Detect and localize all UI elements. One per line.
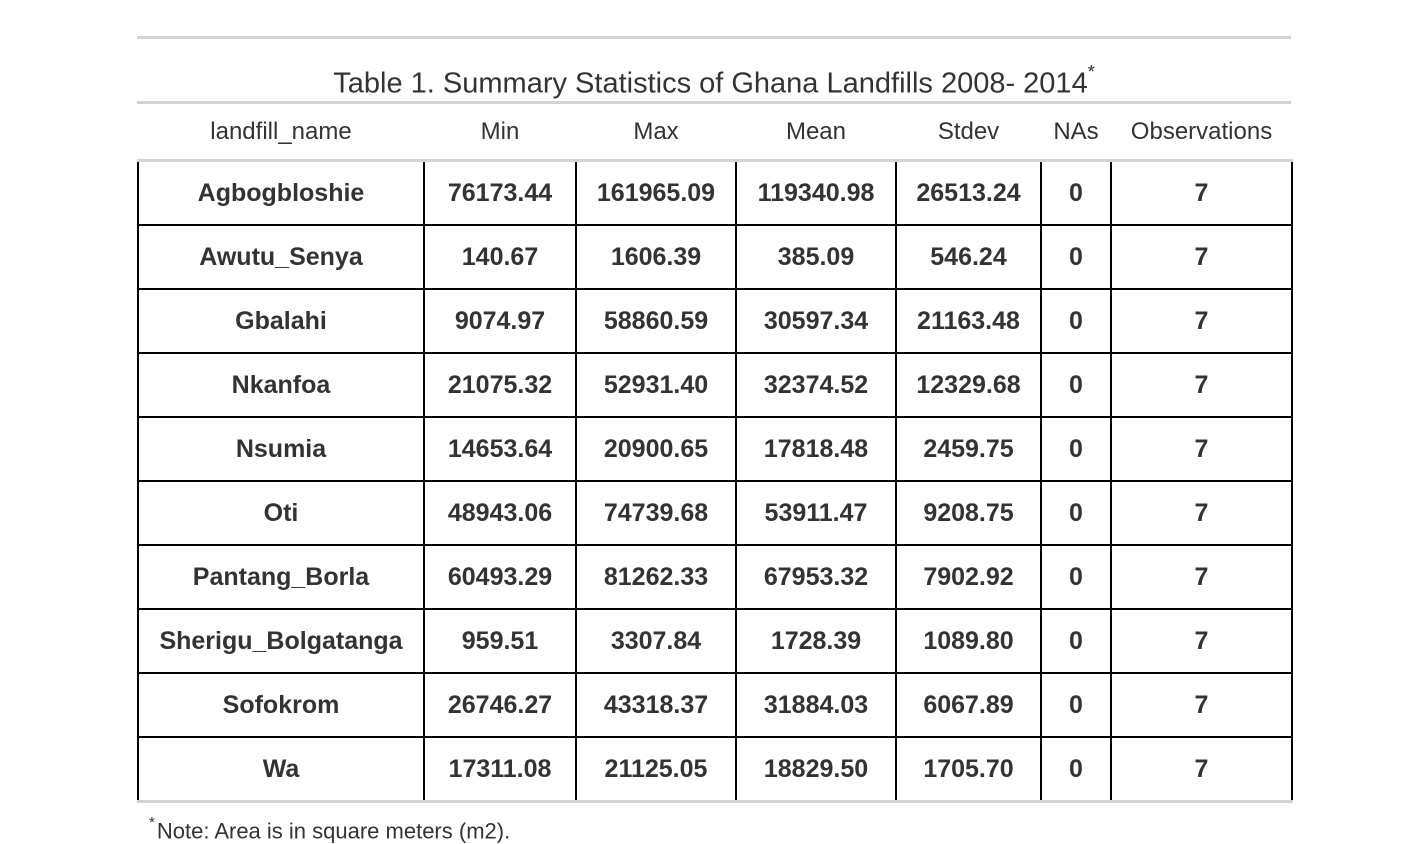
- mean-cell: 30597.34: [735, 288, 897, 354]
- table-row: Sherigu_Bolgatanga 959.51 3307.84 1728.39 10…: [137, 608, 1293, 674]
- summary-table-container: Table 1. Summary Statistics of Ghana Lan…: [137, 36, 1293, 844]
- landfill-name-cell: Nsumia: [137, 416, 425, 482]
- max-cell: 161965.09: [575, 159, 737, 226]
- min-cell: 959.51: [423, 608, 577, 674]
- observations-cell: 7: [1110, 416, 1293, 482]
- mean-cell: 1728.39: [735, 608, 897, 674]
- nas-cell: 0: [1040, 288, 1112, 354]
- mean-cell: 32374.52: [735, 352, 897, 418]
- stdev-cell: 2459.75: [895, 416, 1042, 482]
- observations-cell: 7: [1110, 736, 1293, 803]
- mean-cell: 385.09: [735, 224, 897, 290]
- column-header-observations: Observations: [1111, 104, 1292, 162]
- nas-cell: 0: [1040, 224, 1112, 290]
- max-cell: 3307.84: [575, 608, 737, 674]
- table-row: Nsumia 14653.64 20900.65 17818.48 2459.75 0 7: [137, 416, 1293, 482]
- nas-cell: 0: [1040, 480, 1112, 546]
- table-body: Agbogbloshie 76173.44 161965.09 119340.98 26…: [137, 159, 1293, 803]
- mean-cell: 31884.03: [735, 672, 897, 738]
- nas-cell: 0: [1040, 159, 1112, 226]
- footnote-marker: *: [149, 814, 155, 831]
- table-row: Gbalahi 9074.97 58860.59 30597.34 21163.48 0 7: [137, 288, 1293, 354]
- min-cell: 9074.97: [423, 288, 577, 354]
- mean-cell: 119340.98: [735, 159, 897, 226]
- summary-table: landfill_name Min Max Mean Stdev NAs Obs…: [137, 104, 1293, 803]
- nas-cell: 0: [1040, 736, 1112, 803]
- landfill-name-cell: Pantang_Borla: [137, 544, 425, 610]
- header-row: landfill_name Min Max Mean Stdev NAs Obs…: [138, 104, 1292, 162]
- column-header-max: Max: [576, 104, 736, 162]
- min-cell: 48943.06: [423, 480, 577, 546]
- max-cell: 52931.40: [575, 352, 737, 418]
- observations-cell: 7: [1110, 224, 1293, 290]
- column-header-nas: NAs: [1041, 104, 1111, 162]
- landfill-name-cell: Awutu_Senya: [137, 224, 425, 290]
- stdev-cell: 1089.80: [895, 608, 1042, 674]
- stdev-cell: 546.24: [895, 224, 1042, 290]
- stdev-cell: 9208.75: [895, 480, 1042, 546]
- observations-cell: 7: [1110, 159, 1293, 226]
- mean-cell: 53911.47: [735, 480, 897, 546]
- column-header-stdev: Stdev: [896, 104, 1041, 162]
- table-row: Pantang_Borla 60493.29 81262.33 67953.32 790…: [137, 544, 1293, 610]
- min-cell: 76173.44: [423, 159, 577, 226]
- observations-cell: 7: [1110, 608, 1293, 674]
- nas-cell: 0: [1040, 352, 1112, 418]
- observations-cell: 7: [1110, 480, 1293, 546]
- column-header-landfill-name: landfill_name: [138, 104, 424, 162]
- column-header-mean: Mean: [736, 104, 896, 162]
- min-cell: 60493.29: [423, 544, 577, 610]
- mean-cell: 17818.48: [735, 416, 897, 482]
- max-cell: 81262.33: [575, 544, 737, 610]
- observations-cell: 7: [1110, 672, 1293, 738]
- nas-cell: 0: [1040, 608, 1112, 674]
- max-cell: 43318.37: [575, 672, 737, 738]
- mean-cell: 18829.50: [735, 736, 897, 803]
- landfill-name-cell: Nkanfoa: [137, 352, 425, 418]
- landfill-name-cell: Oti: [137, 480, 425, 546]
- max-cell: 21125.05: [575, 736, 737, 803]
- table-row: Awutu_Senya 140.67 1606.39 385.09 546.24 0 7: [137, 224, 1293, 290]
- min-cell: 21075.32: [423, 352, 577, 418]
- stdev-cell: 6067.89: [895, 672, 1042, 738]
- table-row: Wa 17311.08 21125.05 18829.50 1705.70 0 7: [137, 736, 1293, 803]
- column-header-min: Min: [424, 104, 576, 162]
- table-row: Sofokrom 26746.27 43318.37 31884.03 6067.89 0…: [137, 672, 1293, 738]
- nas-cell: 0: [1040, 672, 1112, 738]
- table-title-text: Table 1. Summary Statistics of Ghana Lan…: [333, 67, 1088, 100]
- max-cell: 1606.39: [575, 224, 737, 290]
- top-rule: [137, 36, 1291, 39]
- footnote-text: Note: Area is in square meters (m2).: [156, 818, 511, 844]
- table-row: Agbogbloshie 76173.44 161965.09 119340.98 26…: [137, 159, 1293, 226]
- max-cell: 74739.68: [575, 480, 737, 546]
- stdev-cell: 12329.68: [895, 352, 1042, 418]
- table-title-marker: *: [1087, 62, 1095, 82]
- stdev-cell: 7902.92: [895, 544, 1042, 610]
- stdev-cell: 1705.70: [895, 736, 1042, 803]
- landfill-name-cell: Agbogbloshie: [137, 159, 425, 226]
- max-cell: 58860.59: [575, 288, 737, 354]
- nas-cell: 0: [1040, 416, 1112, 482]
- observations-cell: 7: [1110, 288, 1293, 354]
- observations-cell: 7: [1110, 352, 1293, 418]
- table-row: Oti 48943.06 74739.68 53911.47 9208.75 0 7: [137, 480, 1293, 546]
- min-cell: 140.67: [423, 224, 577, 290]
- landfill-name-cell: Gbalahi: [137, 288, 425, 354]
- observations-cell: 7: [1110, 544, 1293, 610]
- mean-cell: 67953.32: [735, 544, 897, 610]
- stdev-cell: 21163.48: [895, 288, 1042, 354]
- landfill-name-cell: Wa: [137, 736, 425, 803]
- footnote: *Note: Area is in square meters (m2).: [137, 814, 1291, 844]
- nas-cell: 0: [1040, 544, 1112, 610]
- landfill-name-cell: Sherigu_Bolgatanga: [137, 608, 425, 674]
- stdev-cell: 26513.24: [895, 159, 1042, 226]
- table-title: Table 1. Summary Statistics of Ghana Lan…: [137, 39, 1291, 104]
- table-row: Nkanfoa 21075.32 52931.40 32374.52 12329.68 0…: [137, 352, 1293, 418]
- min-cell: 26746.27: [423, 672, 577, 738]
- min-cell: 14653.64: [423, 416, 577, 482]
- table-header: landfill_name Min Max Mean Stdev NAs Obs…: [138, 104, 1292, 162]
- max-cell: 20900.65: [575, 416, 737, 482]
- landfill-name-cell: Sofokrom: [137, 672, 425, 738]
- min-cell: 17311.08: [423, 736, 577, 803]
